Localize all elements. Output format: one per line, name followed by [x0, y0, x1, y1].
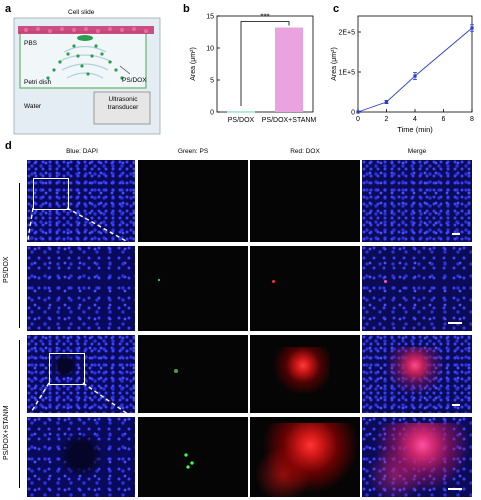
micrograph-psdox-ps-zoom: [138, 246, 248, 331]
micrograph-psdox-dox-overview: [250, 160, 360, 242]
bar: [227, 111, 255, 113]
data-point: [356, 110, 360, 114]
plot-frame: [216, 15, 314, 113]
scale-bar: [452, 404, 460, 406]
bar: [275, 27, 303, 112]
series-line: [357, 27, 473, 113]
ps-signal-dot: [158, 279, 160, 281]
row-bracket-ps-dox-stanm: [19, 340, 21, 488]
row-label-ps-dox: PS/DOX: [3, 256, 10, 283]
column-title-dox: Red: DOX: [290, 148, 320, 155]
dox-signal-cluster: [270, 347, 330, 393]
row-label-ps-dox-stanm: PS/DOX+STANM: [3, 405, 10, 460]
data-point: [470, 26, 474, 30]
y-tick-label: 15: [206, 14, 214, 21]
micrograph-stanm-dapi-overview: [27, 335, 135, 413]
x-tick-label: 2: [385, 116, 389, 123]
micrograph-stanm-dox-zoom: [250, 417, 360, 497]
plot-frame: [357, 15, 473, 113]
x-tick-label: 6: [442, 116, 446, 123]
ps-dox-label: PS/DOX: [122, 77, 147, 84]
y-tick-label: 10: [206, 46, 214, 53]
column-title-merge: Merge: [407, 148, 427, 155]
petri-dish-label: Petri dish: [24, 79, 52, 86]
ps-signal-spot: [174, 369, 178, 373]
micrograph-psdox-dapi-zoom: [27, 246, 135, 331]
merge-signal-cluster: [382, 347, 442, 393]
x-tick-label: 0: [356, 116, 360, 123]
micrograph-stanm-merge-zoom: [362, 417, 472, 497]
micrograph-psdox-merge-zoom: [362, 246, 472, 331]
y-axis-label: Area (μm²): [190, 47, 197, 81]
petri-dish: [19, 31, 147, 89]
data-point: [413, 74, 417, 78]
dox-signal-cluster: [250, 423, 360, 497]
column-title-ps: Green: PS: [177, 148, 209, 155]
cell-free-zone: [57, 435, 105, 475]
row-bracket-ps-dox: [19, 183, 21, 328]
panel-label-b: b: [183, 3, 190, 15]
ps-dox-particles: [46, 44, 124, 80]
merge-signal-dot: [384, 280, 387, 283]
cell-slide-label: Cell slide: [68, 9, 95, 16]
dox-signal-dot: [272, 280, 275, 283]
x-tick-label: PS/DOX: [228, 117, 255, 124]
micrograph-stanm-merge-overview: [362, 335, 472, 413]
micrograph-stanm-ps-zoom: [138, 417, 248, 497]
cell-slide-texture: [24, 27, 148, 33]
micrograph-psdox-dapi-overview: [27, 160, 135, 242]
column-title-dapi: Blue: DAPI: [66, 148, 98, 155]
data-point: [384, 100, 389, 104]
y-tick-label: 2E+5: [338, 30, 355, 37]
merge-signal-cluster: [362, 423, 472, 497]
schematic-illustration: [13, 17, 161, 135]
zoom-lines-psdox: [27, 207, 135, 247]
y-axis-label: Area (μm²): [331, 47, 338, 81]
significance-marker: ***: [260, 13, 269, 22]
ps-dox-leader: [119, 65, 131, 75]
x-tick-label: 4: [413, 116, 417, 123]
micrograph-psdox-ps-overview: [138, 160, 248, 242]
line-chart: 0 1E+5 2E+5 0 2 4 6 8 Time (min) Area (μm²): [331, 15, 474, 134]
y-tick-label: 1E+5: [338, 70, 355, 77]
micrograph-stanm-ps-overview: [138, 335, 248, 413]
focused-spot: [77, 35, 93, 41]
ultrasonic-transducer: [93, 91, 151, 125]
panel-label-d: d: [5, 140, 12, 152]
zoom-lines-stanm: [27, 382, 135, 420]
significance-bracket: [240, 21, 290, 106]
zoom-region-box: [49, 353, 85, 385]
x-tick-label: PS/DOX+STANM: [262, 117, 317, 124]
y-tick-label: 0: [210, 110, 214, 117]
micrograph-psdox-merge-overview: [362, 160, 472, 242]
zoom-region-box: [33, 178, 69, 210]
ps-signal-cluster: [182, 451, 198, 471]
y-tick-label: 0: [351, 110, 355, 117]
micrograph-stanm-dox-overview: [250, 335, 360, 413]
x-tick-label: 8: [470, 116, 474, 123]
panel-label-c: c: [333, 3, 340, 15]
micrograph-stanm-dapi-zoom: [27, 417, 135, 497]
panel-label-a: a: [5, 3, 12, 15]
scale-bar: [452, 233, 460, 235]
scale-bar: [448, 488, 462, 490]
x-axis-label: Time (min): [397, 125, 433, 134]
cell-free-zone: [52, 355, 78, 377]
bar-chart: 0 5 10 15 Area (μm²) PS/DOX PS/DOX+STANM ***: [190, 13, 317, 124]
pbs-label: PBS: [24, 40, 38, 47]
scale-bar: [448, 322, 462, 324]
transducer-label: Ultrasonic transducer: [107, 96, 139, 111]
water-label: Water: [24, 103, 42, 110]
micrograph-psdox-dox-zoom: [250, 246, 360, 331]
acoustic-waves: [57, 45, 113, 79]
y-tick-label: 5: [210, 78, 214, 85]
